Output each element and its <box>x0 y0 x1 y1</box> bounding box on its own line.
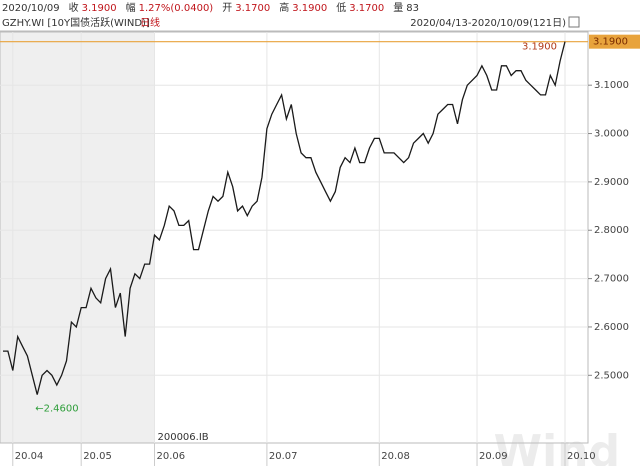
y-tick-label: 3.0000 <box>594 129 629 140</box>
quote-value: 3.1700 <box>235 3 270 14</box>
y-tick-label: 2.5000 <box>594 370 629 381</box>
x-tick-label: 20.08 <box>381 451 410 462</box>
x-tick-label: 20.09 <box>479 451 508 462</box>
quote-label: 低 <box>336 1 346 14</box>
value-label: 3.1900 <box>522 42 557 53</box>
quote-label: 量 <box>393 2 403 14</box>
date-range: 2020/04/13-2020/10/09(121日) <box>410 18 566 29</box>
history-shade <box>0 32 155 443</box>
quote-label: 幅 <box>126 1 136 14</box>
instrument-label: 200006.IB <box>157 432 208 443</box>
value-label: ←2.4600 <box>35 404 78 415</box>
x-tick-label: 20.10 <box>567 451 596 462</box>
calendar-icon[interactable] <box>568 16 580 28</box>
quote-date: 2020/10/09 <box>2 3 60 14</box>
ref-label-box <box>589 34 640 49</box>
watermark: Wind <box>494 426 620 466</box>
quote-value: 3.1900 <box>292 3 327 14</box>
ref-label: 3.1900 <box>593 37 628 48</box>
period: 日线 <box>140 16 160 29</box>
y-tick-label: 2.9000 <box>594 177 629 188</box>
y-tick-label: 2.8000 <box>594 225 629 236</box>
quote-label: 收 <box>69 1 79 14</box>
quote-label: 开 <box>222 3 232 14</box>
quote-line: 2020/10/09 收 3.1900 幅 1.27%(0.0400) 开 3.1700 高 3… <box>2 1 419 14</box>
y-tick-label: 2.7000 <box>594 274 629 285</box>
x-tick-label: 20.06 <box>156 451 185 462</box>
quote-value: 1.27%(0.0400) <box>139 3 214 14</box>
quote-value: 3.1900 <box>82 3 117 14</box>
plot-frame <box>0 31 589 444</box>
x-tick-label: 20.05 <box>83 451 112 462</box>
x-tick-label: 20.07 <box>269 451 298 462</box>
price-line <box>3 41 566 395</box>
quote-value: 83 <box>406 3 419 14</box>
quote-label: 高 <box>279 1 289 14</box>
quote-value: 3.1700 <box>349 3 384 14</box>
y-tick-label: 3.1000 <box>594 80 629 91</box>
y-tick-label: 2.6000 <box>594 322 629 333</box>
x-tick-label: 20.04 <box>15 451 44 462</box>
symbol: GZHY.WI [10Y国债活跃(WIND)] <box>2 16 150 29</box>
